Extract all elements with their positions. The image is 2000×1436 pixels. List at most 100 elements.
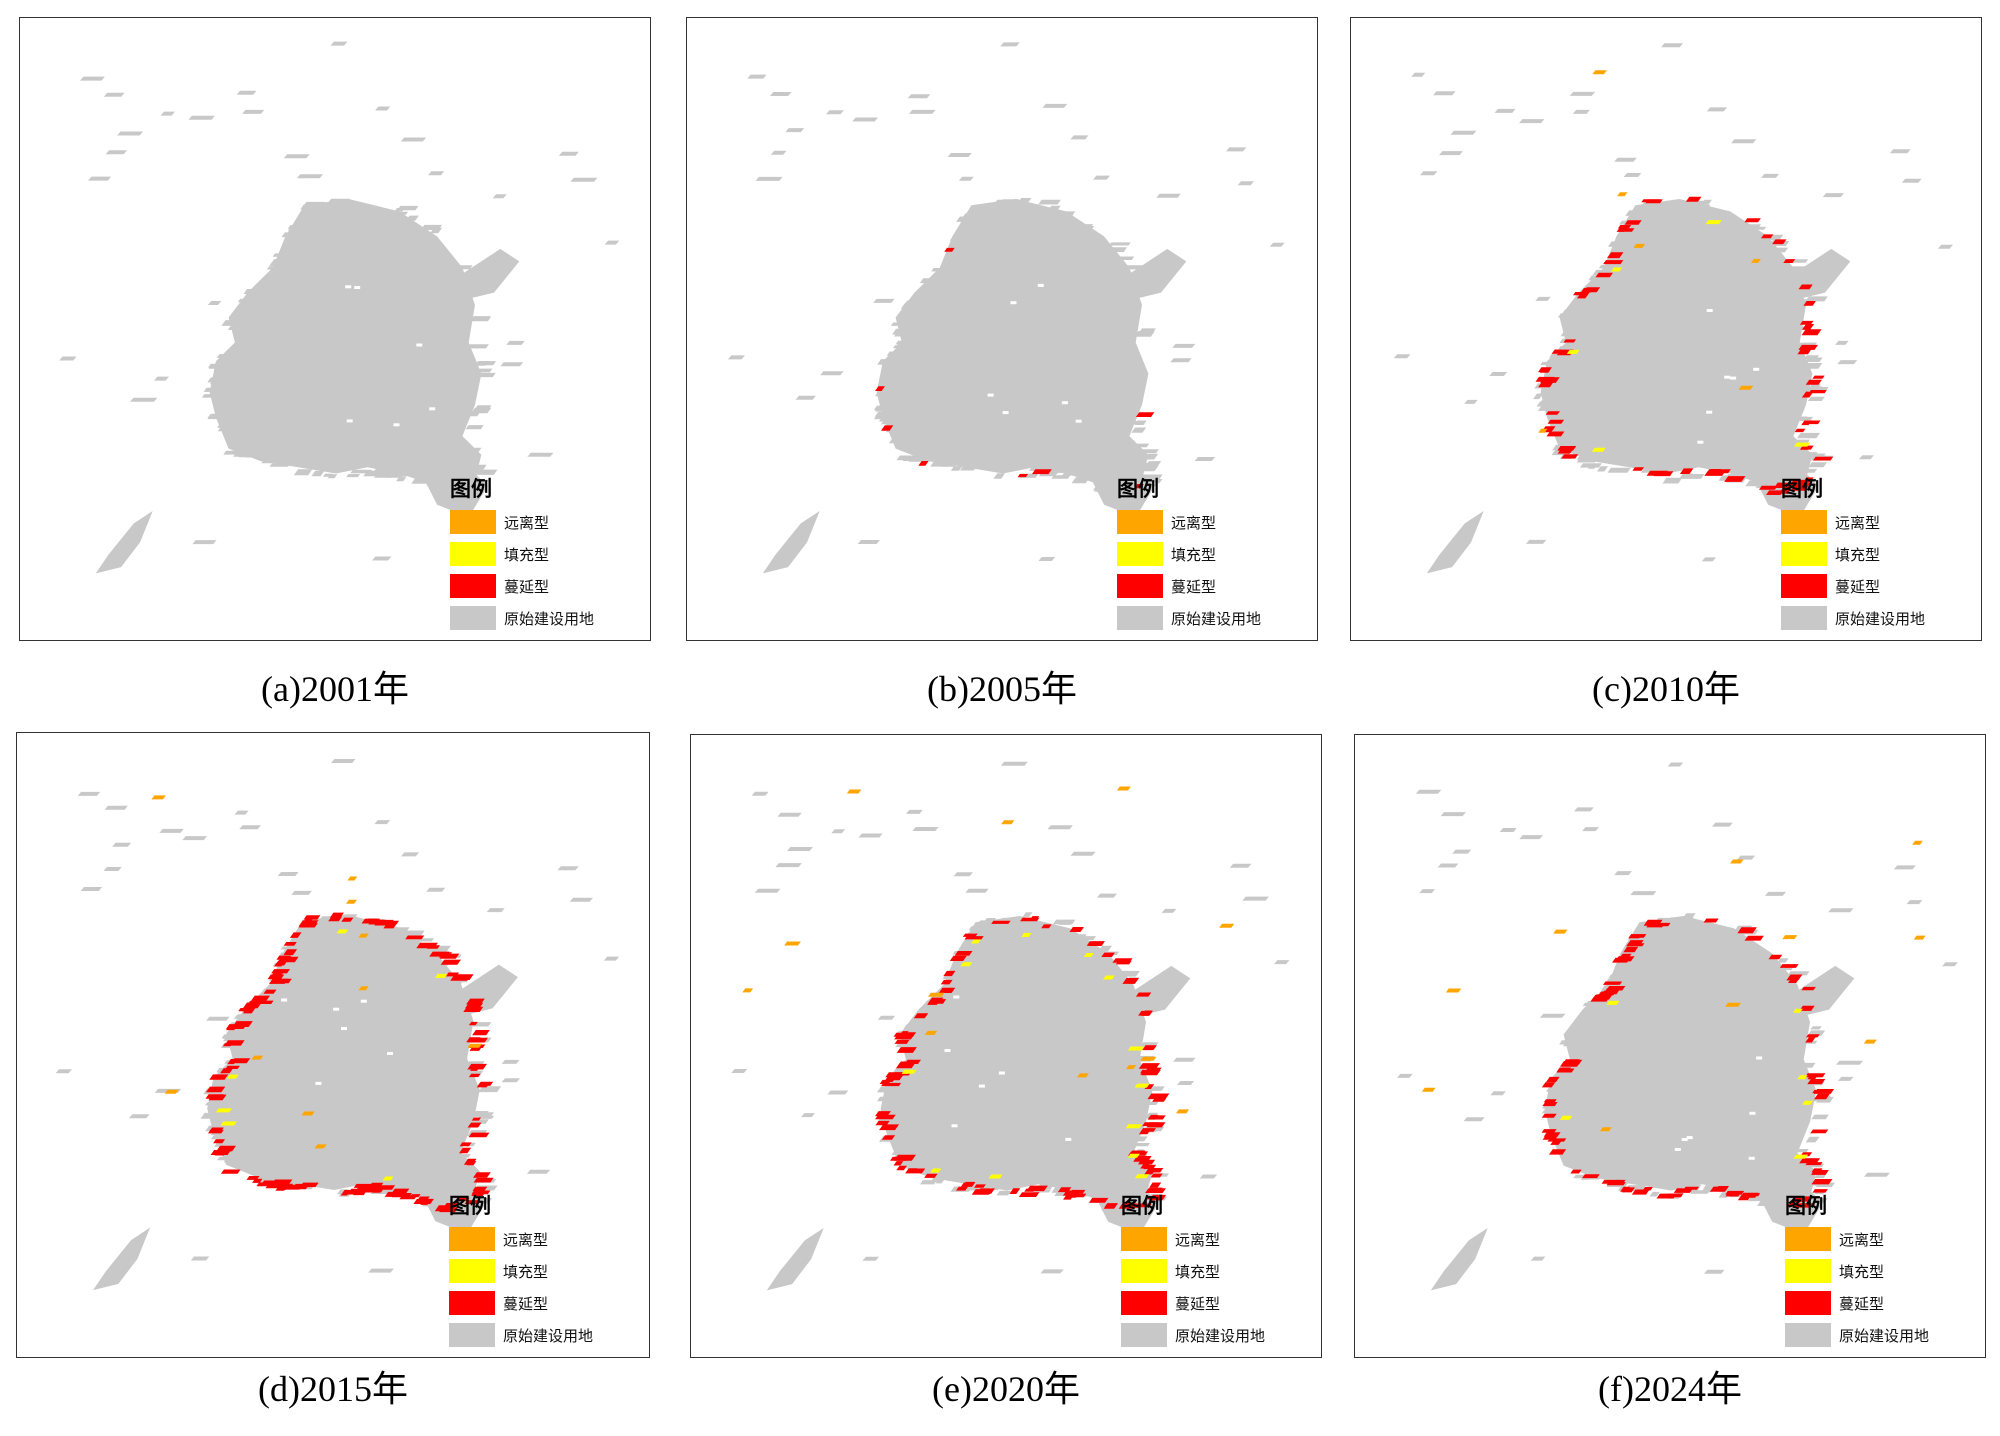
outlying-patch <box>1617 192 1628 197</box>
original-swatch <box>449 1323 495 1347</box>
built-up-pixel <box>1701 199 1712 205</box>
expansion-patch <box>470 1067 480 1071</box>
legend-item-outlying: 远离型 <box>1121 1223 1311 1255</box>
infill-patch <box>1705 220 1722 225</box>
rural-patch <box>401 852 420 857</box>
original-swatch <box>1785 1323 1831 1347</box>
expansion-patch <box>1576 293 1590 299</box>
expansion-patch <box>1152 1098 1167 1102</box>
expansion-patch <box>331 913 343 918</box>
rural-patch <box>1761 173 1780 178</box>
rural-patch <box>972 395 1000 400</box>
expansion-patch <box>1653 471 1674 477</box>
infill-swatch <box>1121 1259 1167 1283</box>
expansion-patch <box>353 1183 373 1188</box>
rural-patch <box>382 994 406 999</box>
built-up-pixel <box>891 1150 910 1155</box>
infill-patch <box>1127 1046 1145 1051</box>
built-up-ne-cluster <box>1129 248 1187 299</box>
expansion-patch <box>1626 943 1645 947</box>
built-up-pixel <box>1596 466 1609 472</box>
outlying-patch <box>1001 820 1015 825</box>
infill-patch <box>1792 1008 1803 1013</box>
built-up-pixel <box>876 1086 891 1093</box>
expansion-patch <box>1147 1093 1170 1100</box>
built-up-pixel <box>896 340 910 346</box>
built-up-pixel <box>1141 462 1160 467</box>
panel-caption-f: (f)2024年 <box>1598 1369 1742 1409</box>
built-up-pixel <box>1747 1197 1765 1202</box>
rural-patch <box>907 94 931 99</box>
built-up-pixel <box>996 1190 1012 1196</box>
built-up-pixel <box>903 1024 923 1029</box>
expansion-patch <box>1546 431 1565 437</box>
expansion-patch <box>1017 474 1029 478</box>
expansion-patch <box>420 1200 431 1205</box>
expansion-patch <box>1069 927 1084 932</box>
expansion-patch <box>459 1142 472 1147</box>
gap-pixel <box>1681 1138 1688 1141</box>
legend-label: 原始建设用地 <box>1171 609 1262 628</box>
rural-patch <box>207 301 222 305</box>
legend-label: 蔓延型 <box>1835 577 1881 596</box>
rural-patch <box>1712 277 1737 282</box>
rural-patch <box>947 153 972 157</box>
gap-pixel <box>1756 1056 1763 1060</box>
infill-patch <box>1566 349 1580 354</box>
expansion-patch <box>1798 344 1819 350</box>
rural-patch <box>1718 997 1741 1002</box>
rural-patch <box>1070 851 1096 856</box>
gap-pixel <box>1010 301 1017 305</box>
outlying-patch <box>1592 70 1607 75</box>
built-up-pixel <box>474 469 498 475</box>
legend-title: 图例 <box>1117 477 1159 501</box>
legend-item-expansion: 蔓延型 <box>1785 1287 1975 1319</box>
legend-item-infill: 填充型 <box>449 1255 639 1287</box>
outlying-patch <box>358 933 369 938</box>
rural-patch <box>1393 354 1411 359</box>
expansion-patch <box>1790 486 1809 491</box>
expansion-patch <box>270 1179 293 1186</box>
built-up-pixel <box>227 326 248 330</box>
built-up-pixel <box>1809 384 1821 388</box>
built-up-pixel <box>432 488 449 493</box>
expansion-patch <box>1739 1192 1759 1198</box>
expansion-patch <box>1570 1169 1582 1174</box>
expansion-patch <box>913 1013 929 1019</box>
built-up-pixel <box>1598 264 1617 269</box>
rural-patch <box>182 836 208 841</box>
panel-caption-d: (d)2015年 <box>258 1369 408 1409</box>
rural-patch <box>558 151 579 156</box>
legend-label: 填充型 <box>1171 545 1217 564</box>
legend-item-infill: 填充型 <box>1117 538 1307 570</box>
built-up-pixel <box>919 278 940 284</box>
expansion-patch <box>1559 1061 1582 1067</box>
expansion-patch <box>391 1193 412 1198</box>
built-up-pixel <box>467 344 489 349</box>
built-up-pixel <box>1058 921 1074 925</box>
built-up-sw-cluster <box>1430 1228 1488 1291</box>
built-up-pixel <box>1106 247 1128 253</box>
built-up-pixel <box>1796 432 1821 439</box>
expansion-swatch <box>1785 1291 1831 1315</box>
rural-patch <box>1194 457 1216 461</box>
built-up-pixel <box>362 205 377 211</box>
expansion-patch <box>897 1061 914 1066</box>
built-up-pixel <box>1560 331 1577 337</box>
rural-patch <box>1093 175 1111 180</box>
gap-pixel <box>281 998 288 1002</box>
outlying-patch <box>1725 1002 1741 1007</box>
built-up-pixel <box>1131 420 1146 425</box>
expansion-patch <box>289 932 302 938</box>
rural-patch <box>958 176 974 181</box>
expansion-patch <box>894 1033 915 1040</box>
built-up-pixel <box>255 1175 277 1180</box>
expansion-patch <box>1134 484 1144 489</box>
outlying-patch <box>924 1030 938 1035</box>
rural-patch <box>526 1169 551 1174</box>
expansion-patch <box>1538 382 1554 388</box>
expansion-patch <box>875 1111 891 1117</box>
expansion-patch <box>1561 454 1579 459</box>
gap-pixel <box>1748 1156 1755 1160</box>
expansion-swatch <box>449 1291 495 1315</box>
